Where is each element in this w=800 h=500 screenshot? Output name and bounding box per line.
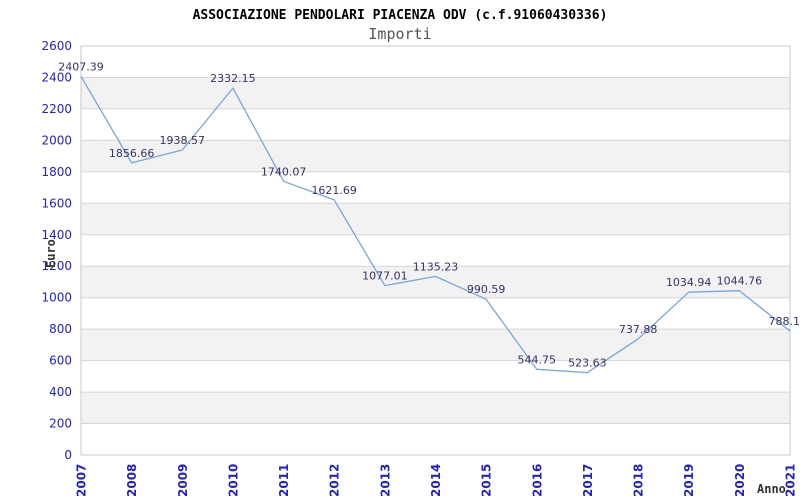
plot-band	[81, 171, 790, 204]
plot-band	[81, 360, 790, 393]
gridlines	[81, 76, 790, 425]
y-tick-label: 2000	[41, 133, 72, 147]
y-tick-label: 200	[49, 417, 72, 431]
chart-subtitle: Importi	[368, 25, 431, 43]
plot-band	[81, 108, 790, 141]
y-tick-label: 0	[64, 448, 72, 462]
data-point-label: 788.1	[769, 315, 800, 328]
plot-band	[81, 423, 790, 455]
data-point-label: 2407.39	[58, 60, 104, 73]
y-tick-label: 1000	[41, 291, 72, 305]
data-point-label: 544.75	[518, 353, 557, 366]
y-tick-label: 1200	[41, 259, 72, 273]
y-tick-label: 400	[49, 385, 72, 399]
data-point-label: 1856.66	[109, 147, 155, 160]
plot-band	[81, 203, 790, 235]
series-layer	[80, 75, 791, 374]
plot-band	[81, 392, 790, 424]
x-tick-label: 2020	[733, 464, 747, 497]
x-tick-label: 2016	[530, 464, 544, 497]
y-tick-label: 600	[49, 354, 72, 368]
plot-band	[81, 266, 790, 298]
x-tick-label: 2007	[75, 464, 89, 497]
point-labels: 2407.39 1856.66 1938.57 2332.15 1740.07 1621.…	[58, 60, 800, 369]
data-point-label: 737.88	[619, 323, 658, 336]
data-point-label: 1938.57	[160, 134, 206, 147]
y-tick-label: 800	[49, 322, 72, 336]
data-point-label: 1135.23	[413, 260, 459, 273]
y-axis-title: Euro	[44, 239, 58, 268]
data-point-label: 990.59	[467, 283, 506, 296]
x-axis-ticks: 2007 2008 2009 2010 2011 2012 2013 2014 2015 2016…	[75, 464, 798, 497]
y-tick-label: 2600	[41, 39, 72, 53]
data-point-label: 1034.94	[666, 276, 712, 289]
x-tick-label: 2015	[480, 464, 494, 497]
plot-band	[81, 140, 790, 172]
x-tick-label: 2017	[581, 464, 595, 497]
plot-border	[80, 45, 791, 456]
x-tick-label: 2013	[378, 464, 392, 497]
x-axis-title: Anno	[757, 482, 786, 496]
x-tick-label: 2010	[226, 464, 240, 497]
y-tick-label: 1400	[41, 228, 72, 242]
y-axis-ticks: 0 200 400 600 800 1000 1200 1400 1600 1800 2000 220…	[41, 39, 72, 462]
plot-band	[81, 234, 790, 267]
x-tick-label: 2019	[682, 464, 696, 497]
x-tick-label: 2021	[784, 464, 798, 497]
data-point-label: 1621.69	[311, 184, 357, 197]
data-point-label: 1077.01	[362, 270, 408, 283]
y-tick-label: 1800	[41, 165, 72, 179]
data-point-label: 2332.15	[210, 72, 256, 85]
chart-title: ASSOCIAZIONE PENDOLARI PIACENZA ODV (c.f…	[193, 8, 608, 23]
data-point-label: 1044.76	[717, 275, 763, 288]
x-tick-label: 2014	[429, 464, 443, 497]
x-tick-label: 2012	[328, 464, 342, 497]
y-tick-label: 2400	[41, 71, 72, 85]
data-point-label: 523.63	[568, 357, 607, 370]
x-tick-label: 2008	[125, 464, 139, 497]
x-tick-label: 2011	[277, 464, 291, 497]
x-tick-label: 2018	[632, 464, 646, 497]
data-point-label: 1740.07	[261, 165, 307, 178]
x-tick-label: 2009	[176, 464, 190, 497]
data-line-importi	[80, 75, 791, 374]
y-tick-label: 1600	[41, 196, 72, 210]
plot-band	[81, 46, 790, 78]
plot-band	[81, 297, 790, 330]
plot-band	[81, 77, 790, 109]
plot-band	[81, 329, 790, 361]
y-tick-label: 2200	[41, 102, 72, 116]
plot-bands	[81, 46, 790, 455]
